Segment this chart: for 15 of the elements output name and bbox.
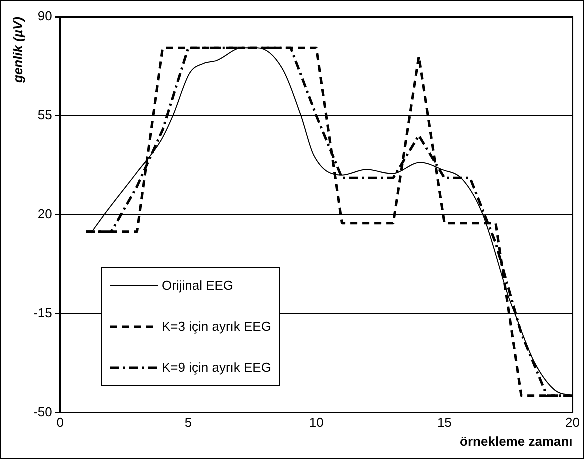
legend-label: Orijinal EEG [162,278,234,293]
y-tick-label: 90 [38,8,52,24]
y-axis-title: genlik (µV) [10,17,26,84]
x-tick-label: 0 [56,415,64,430]
x-tick-label: 15 [437,415,452,430]
x-tick-label: 20 [566,415,580,430]
y-tick-label: 55 [38,108,52,123]
y-tick-label: -15 [34,305,52,320]
legend-label: K=9 için ayrık EEG [162,360,272,375]
x-tick-label: 5 [184,415,192,430]
legend-label: K=3 için ayrık EEG [162,319,272,334]
y-tick-label: -50 [34,404,52,420]
x-tick-label: 10 [309,415,324,430]
x-axis-title: örnekleme zamanı [460,434,573,449]
y-tick-label: 20 [38,206,52,222]
